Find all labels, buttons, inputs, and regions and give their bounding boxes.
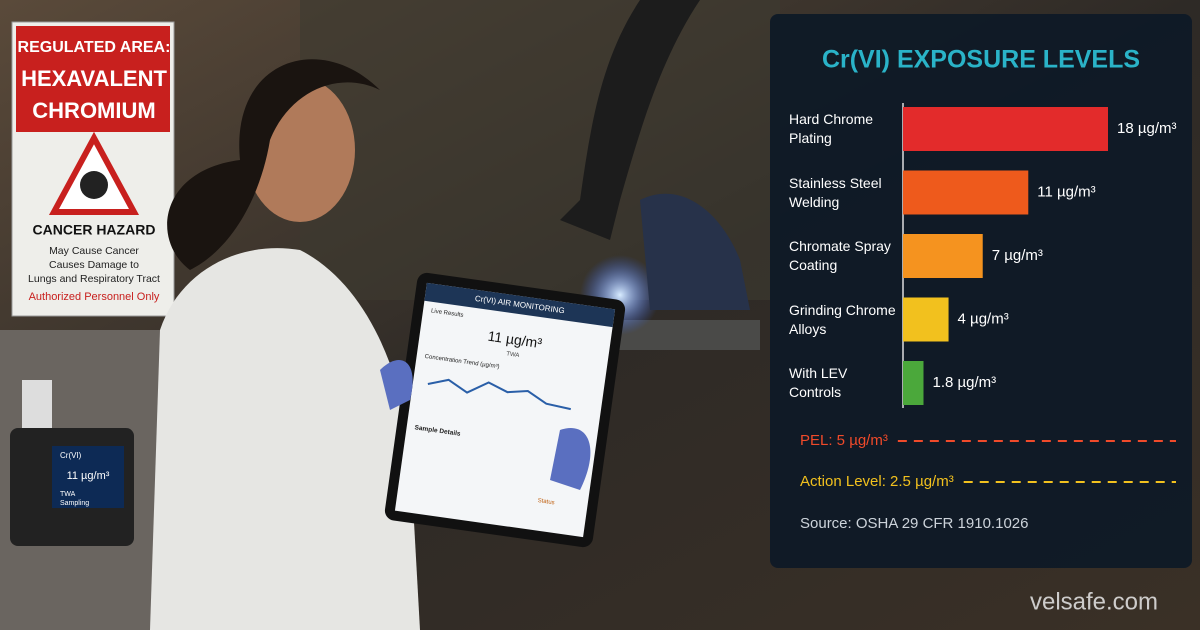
watermark: velsafe.com (1030, 588, 1158, 615)
category-label: With LEV Controls (789, 365, 848, 400)
sign-warning: Lungs and Respiratory Tract (28, 273, 160, 285)
hair (167, 59, 380, 270)
fume-arm (560, 0, 700, 240)
bar (903, 361, 924, 405)
sign-warning: May Cause Cancer (49, 245, 139, 257)
monitor-reading: 11 µg/m³ (67, 470, 110, 482)
bar (903, 107, 1108, 151)
category-label: Stainless Steel Welding (789, 174, 882, 210)
tablet-section: Live Results (431, 308, 464, 318)
sampler (22, 380, 52, 428)
glove (550, 428, 591, 490)
sign-title: HEXAVALENT (21, 66, 167, 91)
tablet-status: Status (537, 498, 555, 506)
bar (903, 297, 949, 342)
value-label: 18 µg/m³ (1117, 120, 1177, 137)
category-label: Hard Chrome Plating (789, 111, 874, 146)
sign-title: CHROMIUM (32, 98, 155, 123)
category-label: Chromate Spray Coating (789, 238, 891, 273)
monitor-name: Cr(VI) (60, 451, 82, 460)
value-label: 4 µg/m³ (958, 310, 1009, 327)
sign-band (16, 26, 170, 132)
sign-warning: Causes Damage to (49, 259, 139, 271)
chart-title: Cr(VI) EXPOSURE LEVELS (822, 46, 1140, 74)
monitor-note: TWA (60, 491, 76, 498)
source: Source: OSHA 29 CFR 1910.1026 (800, 515, 1028, 532)
trend-line (427, 378, 571, 411)
hazard-figure (80, 171, 108, 199)
category-label: Grinding Chrome Alloys (789, 301, 896, 337)
value-label: 1.8 µg/m³ (933, 374, 997, 391)
tablet-reading: 11 µg/m³ (487, 328, 544, 351)
reference-label: PEL: 5 µg/m³ (800, 432, 888, 449)
value-label: 7 µg/m³ (992, 247, 1043, 264)
sign-footer: Authorized Personnel Only (29, 291, 160, 303)
sign-title: REGULATED AREA: (18, 39, 171, 56)
monitor-screen (52, 446, 124, 508)
value-label: 11 µg/m³ (1037, 183, 1095, 200)
tablet-header (424, 282, 616, 328)
monitor-state: Sampling (60, 500, 89, 507)
reference-label: Action Level: 2.5 µg/m³ (800, 473, 954, 490)
glove (380, 360, 413, 410)
bar (903, 170, 1029, 215)
bar (903, 234, 983, 278)
lab-coat (150, 248, 420, 630)
sign-hazard: CANCER HAZARD (33, 222, 156, 238)
welder (640, 193, 750, 310)
tablet-note: TWA (506, 351, 520, 359)
chart-panel (770, 14, 1192, 568)
